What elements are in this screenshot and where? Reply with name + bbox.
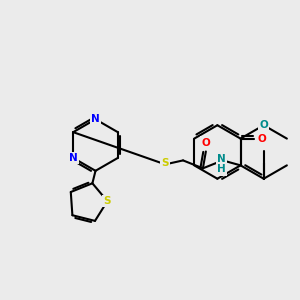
Text: N: N	[69, 153, 78, 163]
Text: S: S	[161, 158, 169, 168]
Text: O: O	[258, 134, 267, 144]
Text: H: H	[217, 164, 226, 174]
Text: N: N	[217, 154, 226, 164]
Text: N: N	[91, 114, 100, 124]
Text: O: O	[259, 120, 268, 130]
Text: S: S	[103, 196, 111, 206]
Text: O: O	[202, 138, 210, 148]
